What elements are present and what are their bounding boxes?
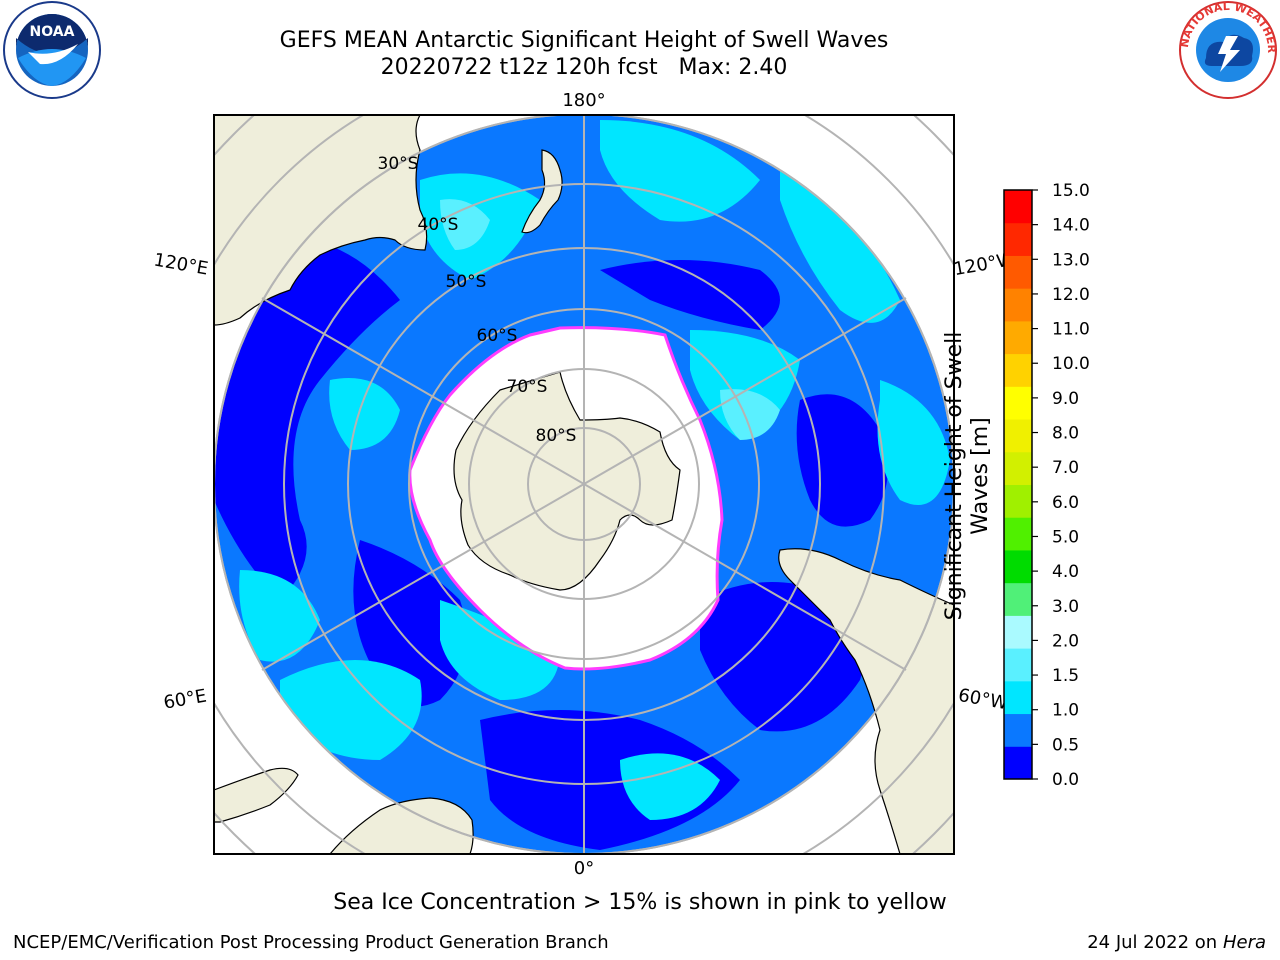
- colorbar-tick-label: 0.0: [1052, 770, 1079, 790]
- lon-label-180: 180°: [562, 90, 605, 111]
- footer-credit: NCEP/EMC/Verification Post Processing Pr…: [13, 932, 609, 953]
- colorbar-segment: [1004, 746, 1032, 780]
- colorbar-segment: [1004, 713, 1032, 747]
- swell-region-high: [440, 600, 560, 700]
- swell-region-high: [600, 120, 760, 222]
- noaa-logo-icon: NOAA: [3, 1, 101, 99]
- lat-label-40s: 40°S: [418, 215, 459, 235]
- colorbar-tick-label: 1.5: [1052, 666, 1079, 686]
- colorbar-tick-label: 10.0: [1052, 354, 1090, 374]
- colorbar-tick-label: 0.5: [1052, 735, 1079, 755]
- colorbar-segment: [1004, 419, 1032, 453]
- map-subtitle: 20220722 t12z 120h fcst Max: 2.40: [380, 55, 788, 80]
- graticule: [214, 115, 954, 854]
- lon-label-0: 0°: [574, 858, 594, 879]
- swell-region-high: [440, 199, 490, 250]
- lat-label-60s: 60°S: [477, 326, 518, 346]
- svg-text:NOAA: NOAA: [30, 24, 75, 40]
- colorbar-tick-label: 4.0: [1052, 562, 1079, 582]
- swell-region-high: [877, 380, 950, 505]
- colorbar-segment: [1004, 190, 1032, 224]
- colorbar-tick-label: 15.0: [1052, 181, 1090, 201]
- africa: [329, 797, 474, 854]
- lon-label-120e: 120°E: [152, 249, 210, 279]
- colorbar-segment: [1004, 222, 1032, 256]
- colorbar-tick-label: 12.0: [1052, 285, 1090, 305]
- colorbar-tick-label: 7.0: [1052, 458, 1079, 478]
- colorbar-segment: [1004, 320, 1032, 355]
- colorbar-segment: [1004, 615, 1032, 649]
- new-zealand: [521, 149, 563, 234]
- colorbar: 15.0 14.0 13.0 12.0 11.0 10.0 9.0 8.0 7.0 6.0 5.0 4…: [1003, 181, 1090, 790]
- map-frame: [213, 114, 955, 855]
- antarctica: [453, 371, 681, 591]
- colorbar-tick-label: 13.0: [1052, 250, 1090, 270]
- colorbar-tick-label: 2.0: [1052, 631, 1079, 651]
- colorbar-tick-label: 5.0: [1052, 527, 1079, 547]
- swell-region-high: [780, 170, 900, 323]
- sea-ice-note: Sea Ice Concentration > 15% is shown in …: [333, 890, 947, 915]
- colorbar-tick-label: 1.0: [1052, 701, 1079, 721]
- colorbar-segment: [1004, 451, 1032, 485]
- colorbar-border: [1003, 189, 1033, 780]
- colorbar-segment: [1004, 353, 1032, 387]
- colorbar-segment: [1004, 517, 1032, 551]
- lat-label-50s: 50°S: [446, 272, 487, 292]
- colorbar-segment: [1004, 255, 1032, 289]
- colorbar-tick-label: 6.0: [1052, 493, 1079, 513]
- swell-region-low: [214, 240, 400, 600]
- madagascar: [214, 767, 299, 823]
- colorbar-segment: [1004, 680, 1032, 715]
- nws-logo-icon: NATIONAL WEATHER SERVICE: [1176, 0, 1278, 99]
- footer-date-text: 24 Jul 2022 on: [1087, 932, 1223, 953]
- swell-region-high: [239, 570, 320, 662]
- colorbar-segment: [1004, 648, 1032, 682]
- colorbar-segment: [1004, 484, 1032, 518]
- footer-machine: Hera: [1222, 932, 1266, 953]
- swell-region-high: [620, 753, 720, 820]
- swell-region-high: [329, 378, 400, 450]
- colorbar-tick-label: 9.0: [1052, 389, 1079, 409]
- colorbar-tick-label: 14.0: [1052, 216, 1090, 236]
- colorbar-label: Significant Height of Swell Waves [m]: [942, 331, 993, 621]
- swell-region-high: [720, 389, 780, 440]
- colorbar-tick-label: 11.0: [1052, 320, 1090, 340]
- swell-region-low: [700, 582, 865, 732]
- map-title: GEFS MEAN Antarctic Significant Height o…: [279, 28, 889, 53]
- lat-label-30s: 30°S: [378, 154, 419, 174]
- lat-label-70s: 70°S: [507, 377, 548, 397]
- colorbar-segment: [1004, 582, 1032, 616]
- lon-label-60e: 60°E: [162, 685, 208, 713]
- swell-region-high: [280, 660, 422, 760]
- swell-region-low: [600, 260, 780, 330]
- colorbar-tick-label: 3.0: [1052, 597, 1079, 617]
- lat-label-80s: 80°S: [536, 426, 577, 446]
- colorbar-tick-label: 8.0: [1052, 424, 1079, 444]
- footer-date: 24 Jul 2022 on Hera: [1087, 932, 1266, 953]
- colorbar-segment: [1004, 549, 1032, 584]
- australia: [214, 115, 428, 326]
- lon-label-60w: 60°W: [957, 685, 1010, 714]
- colorbar-segment: [1004, 386, 1032, 420]
- south-america: [778, 548, 954, 854]
- colorbar-segment: [1004, 288, 1032, 322]
